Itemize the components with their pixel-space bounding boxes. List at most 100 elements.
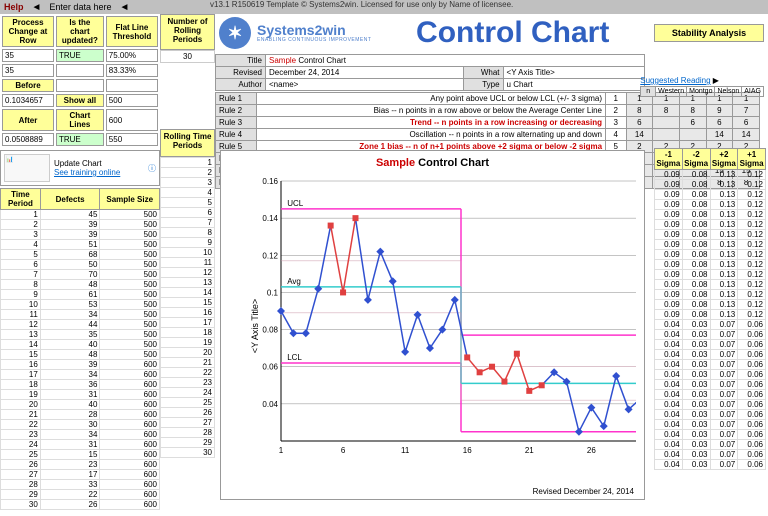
table-row[interactable]: 1134500 [1,310,160,320]
process-change-table: Process Change at Row Is the chart updat… [0,14,160,148]
brand-icon: ✶ [219,17,251,49]
table-row[interactable]: 1548500 [1,350,160,360]
suggested-link[interactable]: Suggested Reading [640,76,710,85]
rule-row: Rule 4Oscillation -- n points in a row a… [216,129,760,141]
chart-thumbnail: 📊 [4,154,50,182]
control-chart: Sample Control Chart <Y Axis Title> 0.04… [220,150,645,500]
process-hdr-2: Is the chart updated? [56,16,104,47]
arrow-icon: ◄ [32,2,42,13]
cell [56,79,104,92]
brand-name: Systems2win [257,23,371,37]
table-row[interactable]: 2922600 [1,490,160,500]
meta-author-label: Author [216,79,266,91]
meta-title-val[interactable]: Sample Control Chart [266,55,645,67]
show-all[interactable]: Show all [56,94,104,107]
table-row[interactable]: 3026600 [1,500,160,510]
version-text: v13.1 R150619 Template © Systems2win. Li… [210,0,513,9]
meta-type-val[interactable]: u Chart [503,79,644,91]
after-label: After [2,109,54,131]
table-row[interactable]: 1639600 [1,360,160,370]
rolling-time-label: Rolling Time Periods [160,129,215,157]
table-row[interactable]: 2040600 [1,400,160,410]
table-row[interactable]: 568500 [1,250,160,260]
dh-2: Defects [40,189,100,210]
chart-title: Sample Control Chart [221,151,644,171]
help-icon[interactable]: ⓘ [148,163,156,174]
meta-type-label: Type [463,79,503,91]
table-row[interactable]: 650500 [1,260,160,270]
cell[interactable]: 600 [106,109,158,131]
table-row[interactable]: 2128600 [1,410,160,420]
table-row[interactable]: 961500 [1,290,160,300]
table-row[interactable]: 339500 [1,230,160,240]
svg-text:0.12: 0.12 [262,251,278,260]
cell [56,64,104,77]
svg-text:0.16: 0.16 [262,177,278,186]
cell[interactable]: 75.00% [106,49,158,62]
update-chart-label: Update Chart [54,159,120,168]
help-link[interactable]: Help [4,2,24,12]
cell: 0.1034657 [2,94,54,107]
table-row[interactable]: 2833600 [1,480,160,490]
rule-row: Rule 2Bias -- n points in a row above or… [216,105,760,117]
table-row[interactable]: 2230600 [1,420,160,430]
svg-text:Avg: Avg [287,277,301,286]
table-row[interactable]: 2431600 [1,440,160,450]
rolling-val[interactable]: 30 [160,50,215,63]
svg-text:26: 26 [587,446,596,455]
table-row[interactable]: 1440500 [1,340,160,350]
table-row[interactable]: 1244500 [1,320,160,330]
cell[interactable]: 500 [106,94,158,107]
table-row[interactable]: 2717600 [1,470,160,480]
table-row[interactable]: 2334600 [1,430,160,440]
table-row[interactable]: 1335500 [1,330,160,340]
meta-revised-val[interactable]: December 24, 2014 [266,67,464,79]
rolling-label: Number of Rolling Periods [160,14,215,50]
table-row[interactable]: 451500 [1,240,160,250]
process-hdr-1: Process Change at Row [2,16,54,47]
training-link[interactable]: See training online [54,168,120,177]
meta-author-val[interactable]: <name> [266,79,464,91]
cell[interactable]: 83.33% [106,64,158,77]
meta-table: Title Sample Control Chart Revised Decem… [215,54,645,91]
cell[interactable]: 550 [106,133,158,146]
meta-what-label: What [463,67,503,79]
table-row[interactable]: 770500 [1,270,160,280]
table-row[interactable]: 1053500 [1,300,160,310]
svg-text:6: 6 [341,446,346,455]
table-row[interactable]: 848500 [1,280,160,290]
table-row[interactable]: 145500 [1,210,160,220]
svg-text:0.04: 0.04 [262,400,278,409]
data-table: Time Period Defects Sample Size 14550023… [0,188,160,510]
svg-text:21: 21 [525,446,534,455]
chart-svg: 0.040.060.080.10.120.140.161611162126UCL… [256,176,636,471]
svg-text:LCL: LCL [287,353,302,362]
brand-tagline: ENABLING CONTINUOUS IMPROVEMENT [257,37,371,43]
sh3: Nelson [715,87,742,97]
table-row[interactable]: 239500 [1,220,160,230]
table-row[interactable]: 1836600 [1,380,160,390]
table-row[interactable]: 1734600 [1,370,160,380]
meta-revised-label: Revised [216,67,266,79]
cell: TRUE [56,49,104,62]
dh-1: Time Period [1,189,41,210]
sigma-table: -1 Sigma-2 Sigma+2 Sigma+1 Sigma 0.090.0… [654,148,766,470]
table-row[interactable]: 2515600 [1,450,160,460]
enter-hint: Enter data here [49,2,111,12]
chart-lines[interactable]: Chart Lines [56,109,104,131]
cell[interactable]: 35 [2,64,54,77]
table-row[interactable]: 2623600 [1,460,160,470]
svg-text:1: 1 [279,446,284,455]
svg-text:11: 11 [401,446,410,455]
y-axis-title: <Y Axis Title> [250,299,260,353]
dh-3: Sample Size [100,189,160,210]
before-label: Before [2,79,54,92]
table-row[interactable]: 1931600 [1,390,160,400]
chart-revised: Revised December 24, 2014 [533,487,634,496]
cell[interactable]: 35 [2,49,54,62]
meta-what-val[interactable]: <Y Axis Title> [503,67,644,79]
cell: TRUE [56,133,104,146]
sh4: AIAG [742,87,764,97]
svg-text:0.1: 0.1 [267,288,279,297]
cell: 0.0508889 [2,133,54,146]
